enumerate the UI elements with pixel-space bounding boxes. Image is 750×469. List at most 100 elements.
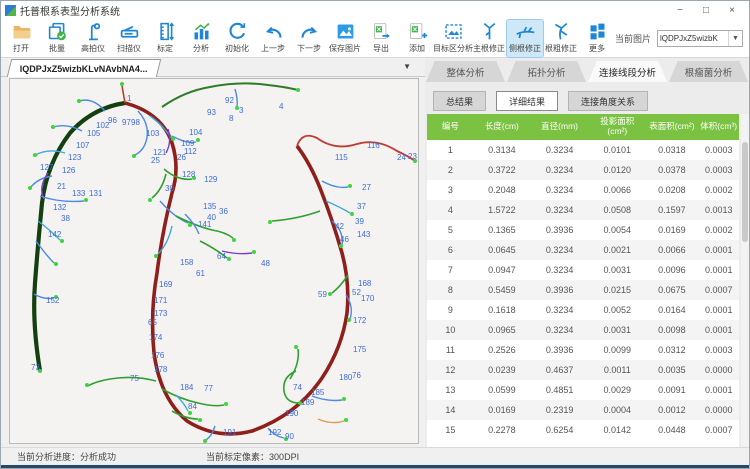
maximize-button[interactable]: □ [702,4,710,16]
root-label: 189 [301,398,315,407]
table-cell: 0.0378 [658,165,686,175]
root-label: 77 [204,384,213,393]
table-row[interactable]: 6 0.0645 0.3234 0.0021 0.0066 0.0001 [427,240,739,260]
table-cell: 0.0031 [603,325,632,335]
tab-overall-analysis[interactable]: 整体分析 [426,61,505,82]
table-row[interactable]: 12 0.0239 0.4637 0.0011 0.0035 0.0000 [427,360,739,380]
tab-rhizobium-analysis[interactable]: 根瘤菌分析 [669,61,748,82]
root-label: 73 [31,363,40,372]
table-row[interactable]: 9 0.1618 0.3234 0.0052 0.0164 0.0001 [427,300,739,320]
toolbar-main-root-button[interactable]: 主根修正 [471,20,507,57]
root-label: 65 [148,318,157,327]
header-id: 编号 [427,114,474,140]
toolbar-label: 侧根修正 [509,44,541,53]
minimize-button[interactable]: − [677,4,683,16]
toolbar-label: 标定 [157,44,173,53]
table-row[interactable]: 3 0.2048 0.3234 0.0066 0.0208 0.0002 [427,180,739,200]
toolbar-label: 上一步 [261,44,285,53]
toolbar-root-width-button[interactable]: 根粗修正 [543,20,579,57]
root-label: 4 [279,102,284,111]
toolbar-redo-button[interactable]: 下一步 [291,20,327,57]
toolbar-calibration-button[interactable]: 标定 [147,20,183,57]
root-label: 169 [159,280,173,289]
toolbar-more-button[interactable]: 更多 [579,20,615,57]
root-label: 191 [223,428,237,437]
toolbar-save-image-button[interactable]: 保存图片 [327,20,363,57]
document-tab[interactable]: lQDPJxZ5wizbKLvNAvbNA4... [6,59,161,77]
folder-open-icon [11,21,32,42]
table-cell: 1.5722 [488,205,516,215]
toolbar-export-button[interactable]: 导出 [363,20,399,57]
table-row[interactable]: 4 1.5722 0.3234 0.0508 0.1597 0.0013 [427,200,739,220]
results-table: 编号 长度(cm) 直径(mm) 投影面积 (cm²) 表面积(cm²) 体积(… [427,114,739,447]
dpi-status: 当前标定像素：300DPI [206,452,300,462]
toolbar-label: 更多 [589,44,605,53]
root-label: 84 [188,402,197,411]
table-row[interactable]: 8 0.5459 0.3936 0.0215 0.0675 0.0007 [427,280,739,300]
table-row[interactable]: 10 0.0965 0.3234 0.0031 0.0098 0.0001 [427,320,739,340]
root-label: 74 [293,383,302,392]
root-label: 142 [48,230,62,239]
table-row[interactable]: 14 0.0169 0.2319 0.0004 0.0012 0.0000 [427,400,739,420]
table-cell: 0.0007 [704,425,733,435]
document-tabstrip: lQDPJxZ5wizbKLvNAvbNA4... ▼ [1,58,425,77]
table-cell: 0.2319 [545,405,574,415]
root-label: 97 [122,118,131,127]
root-label: 102 [96,121,110,130]
angle-relation-button[interactable]: 连接角度关系 [568,91,649,111]
toolbar-target-area-button[interactable]: 目标区分析 [433,20,473,57]
toolbar-batch-button[interactable]: 批量 [39,20,75,57]
table-row[interactable]: 13 0.0599 0.4851 0.0029 0.0091 0.0001 [427,380,739,400]
table-row[interactable]: 15 0.2278 0.6254 0.0142 0.0448 0.0007 [427,420,739,440]
table-row[interactable]: 1 0.3134 0.3234 0.0101 0.0318 0.0003 [427,140,739,160]
table-cell: 9 [447,305,453,315]
root-label: 38 [61,214,70,223]
root-label: 27 [362,183,371,192]
table-cell: 0.0021 [603,245,632,255]
toolbar-label: 扫描仪 [117,44,141,53]
endpoint-dots [28,82,417,443]
toolbar-undo-button[interactable]: 上一步 [255,20,291,57]
tab-segment-analysis[interactable]: 连接线段分析 [588,61,667,82]
table-cell: 0.0101 [603,145,632,155]
toolbar-label: 初始化 [225,44,249,53]
root-label: 133 [72,189,86,198]
table-cell: 0.0508 [603,205,632,215]
table-cell: 0.0001 [704,325,733,335]
total-result-button[interactable]: 总结果 [433,91,487,111]
root-label: 104 [189,128,203,137]
toolbar-label: 批量 [49,44,65,53]
window-bottom-edge [1,465,749,468]
refresh-icon [227,21,248,42]
root-image-canvas[interactable]: 1 96 97 98 92 3 93 8 4 102 105 107 123 126 127 21 133 131… [9,78,419,444]
toolbar-analysis-button[interactable]: 分析 [183,20,219,57]
table-row[interactable]: 11 0.2526 0.3936 0.0099 0.0312 0.0003 [427,340,739,360]
table-cell: 0.0215 [603,285,632,295]
table-cell: 0.0675 [658,285,686,295]
close-button[interactable]: × [729,4,735,16]
table-cell: 0.0013 [704,205,733,215]
toolbar-doc-camera-button[interactable]: 高拍仪 [75,20,111,57]
toolbar-lateral-root-button[interactable]: 侧根修正 [506,19,544,58]
toolbar-initialize-button[interactable]: 初始化 [219,20,255,57]
current-image-dropdown[interactable]: lQDPJxZ5wizbK ▼ [657,30,744,47]
table-cell: 0.0142 [603,425,632,435]
detail-result-button[interactable]: 详细结果 [496,91,559,111]
table-cell: 0.0003 [704,145,733,155]
table-scrollbar[interactable] [741,114,749,447]
toolbar-add-button[interactable]: 添加 [399,20,435,57]
tabstrip-dropdown-icon[interactable]: ▼ [403,62,411,71]
table-row[interactable]: 7 0.0947 0.3234 0.0031 0.0096 0.0001 [427,260,739,280]
table-row[interactable]: 5 0.1365 0.3936 0.0054 0.0169 0.0002 [427,220,739,240]
table-row[interactable]: 2 0.3722 0.3234 0.0120 0.0378 0.0003 [427,160,739,180]
root-label: 180 [339,373,353,382]
analysis-progress-status: 当前分析进度：分析成功 [17,452,117,462]
scrollbar-thumb[interactable] [742,142,748,242]
root-label: 46 [340,235,349,244]
toolbar-scanner-button[interactable]: 扫描仪 [111,20,147,57]
chevron-down-icon[interactable]: ▼ [728,31,742,46]
main-root-icon [479,21,500,42]
toolbar-open-button[interactable]: 打开 [3,20,39,57]
table-cell: 0.0208 [658,185,686,195]
tab-topology-analysis[interactable]: 拓扑分析 [507,61,586,82]
